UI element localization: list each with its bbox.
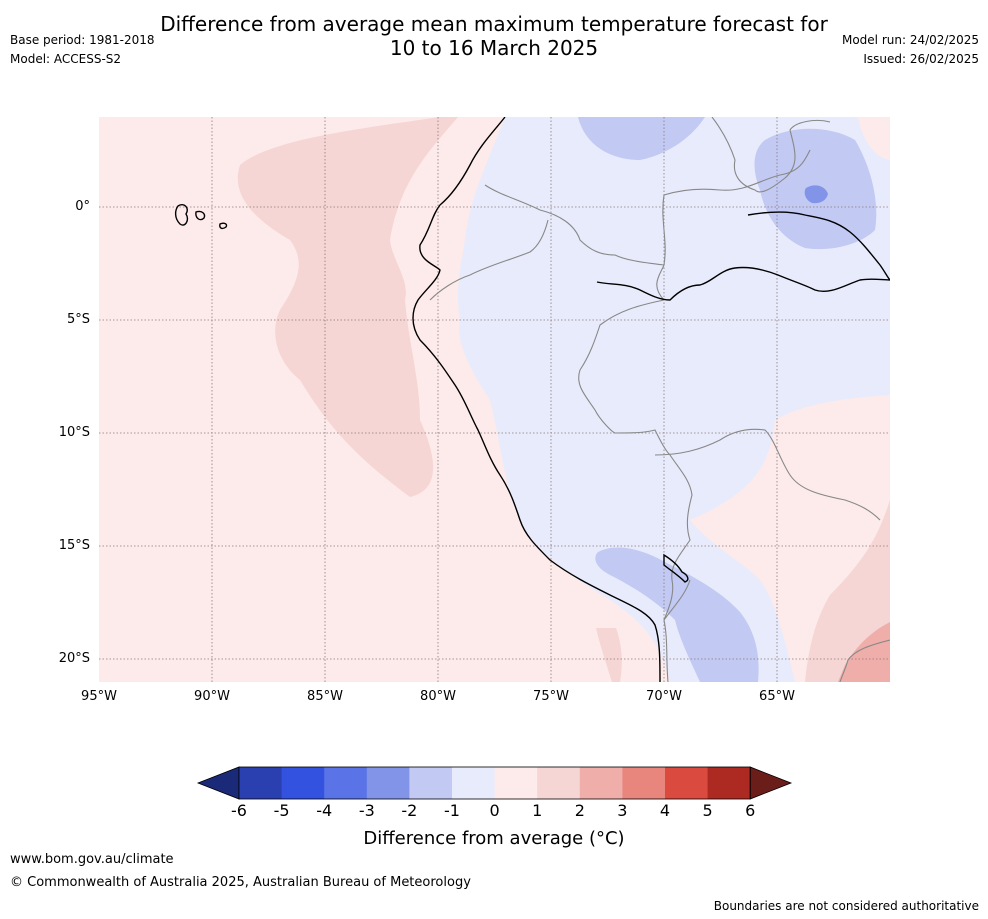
base-period: Base period: 1981-2018: [10, 33, 155, 47]
colorbar-tick-label: -4: [316, 801, 333, 820]
lon-label-65w: 65°W: [759, 689, 795, 704]
border-bolivia-chile: [663, 579, 691, 621]
colorbar-tick-label: -6: [231, 801, 247, 820]
lon-label-80w: 80°W: [420, 689, 456, 704]
colorbar-tick-label: 3: [617, 801, 628, 820]
footer-copyright: © Commonwealth of Australia 2025, Austra…: [10, 875, 471, 890]
colorbar-segment: [537, 767, 581, 799]
rio-negro: [747, 211, 890, 281]
border-bolivia-paraguay: [839, 639, 890, 682]
lat-label-20s: 20°S: [58, 651, 90, 666]
colorbar-tick-label: -2: [401, 801, 418, 820]
colorbar-tick-label: 2: [574, 801, 585, 820]
lake-titicaca: [663, 553, 689, 583]
anomaly-minus2-minus1-north: [578, 117, 705, 160]
colorbar-tick-label: -1: [444, 801, 460, 820]
anomaly-1-2-patch: [596, 628, 622, 682]
forecast-map: [99, 117, 890, 682]
map-title: Difference from average mean maximum tem…: [0, 12, 988, 60]
amazon-river: [596, 266, 890, 301]
issued-date: Issued: 26/02/2025: [863, 52, 979, 66]
colorbar-segment: [239, 767, 283, 799]
colorbar-tick-label: 5: [702, 801, 713, 820]
colorbar-frame: [238, 766, 751, 800]
model-run: Model run: 24/02/2025: [841, 33, 979, 47]
border-colombia-ecuador-peru: [484, 184, 665, 301]
colorbar-segment: [409, 767, 453, 799]
footer-url[interactable]: www.bom.gov.au/climate: [10, 852, 174, 867]
graticule: [99, 117, 890, 682]
colorbar-extend-high: [749, 766, 793, 800]
anomaly-2-3-southeast: [838, 622, 890, 682]
lon-label-70w: 70°W: [646, 689, 682, 704]
colorbar-tick-label: 4: [659, 801, 671, 820]
colorbar-segment: [324, 767, 368, 799]
border-peru-brazil: [578, 299, 671, 456]
colorbar-tick-label: -3: [358, 801, 375, 820]
colorbar-segment: [622, 767, 666, 799]
border-peru-ecuador: [429, 219, 549, 301]
anomaly-minus1-0-region: [457, 117, 890, 682]
colorbar-segment: [366, 767, 410, 799]
lon-label-90w: 90°W: [194, 689, 230, 704]
colorbar-segment: [452, 767, 496, 799]
anomaly-minus3-minus2-spot: [804, 185, 828, 204]
galapagos-island-3: [219, 222, 228, 230]
model-name: Model: ACCESS-S2: [10, 52, 122, 66]
border-colombia-venezuela: [711, 117, 831, 193]
border-chile-argentina: [663, 619, 669, 682]
colorbar-segment: [494, 767, 538, 799]
colorbar-tick-label: 6: [745, 801, 756, 820]
border-peru-bolivia: [663, 454, 693, 621]
lat-label-10s: 10°S: [58, 425, 90, 440]
colorbar-segment: [579, 767, 623, 799]
lon-label-85w: 85°W: [307, 689, 343, 704]
galapagos-island-1: [174, 204, 189, 226]
anomaly-1-2-offshore: [237, 117, 458, 497]
footer-disclaimer: Boundaries are not considered authoritat…: [713, 899, 979, 913]
coastline-pacific: [412, 117, 661, 682]
title-line-1: Difference from average mean maximum tem…: [160, 12, 828, 36]
anomaly-minus2-minus1-south: [595, 547, 759, 682]
border-colombia-inner: [662, 194, 666, 266]
colorbar-tick-label: 0: [489, 801, 500, 820]
colorbar-segment: [281, 767, 325, 799]
lon-label-95w: 95°W: [81, 689, 117, 704]
lat-label-15s: 15°S: [58, 538, 90, 553]
coastlines: [174, 117, 890, 682]
colorbar-tick-label: 1: [532, 801, 543, 820]
title-line-2: 10 to 16 March 2025: [389, 36, 599, 60]
colorbar: [196, 766, 793, 800]
national-borders: [429, 117, 890, 682]
anomaly-0-1-northeast: [858, 117, 890, 160]
colorbar-segment: [665, 767, 709, 799]
colorbar-segment: [707, 767, 751, 799]
border-bolivia-brazil: [654, 428, 881, 521]
border-colombia-brazil: [663, 149, 811, 196]
galapagos-island-2: [195, 210, 206, 221]
lon-label-75w: 75°W: [533, 689, 569, 704]
colorbar-extend-low: [196, 766, 240, 800]
lat-label-0: 0°: [75, 199, 90, 214]
colorbar-label: Difference from average (°C): [363, 828, 625, 849]
colorbar-tick-label: -5: [273, 801, 290, 820]
lat-label-5s: 5°S: [66, 312, 90, 327]
